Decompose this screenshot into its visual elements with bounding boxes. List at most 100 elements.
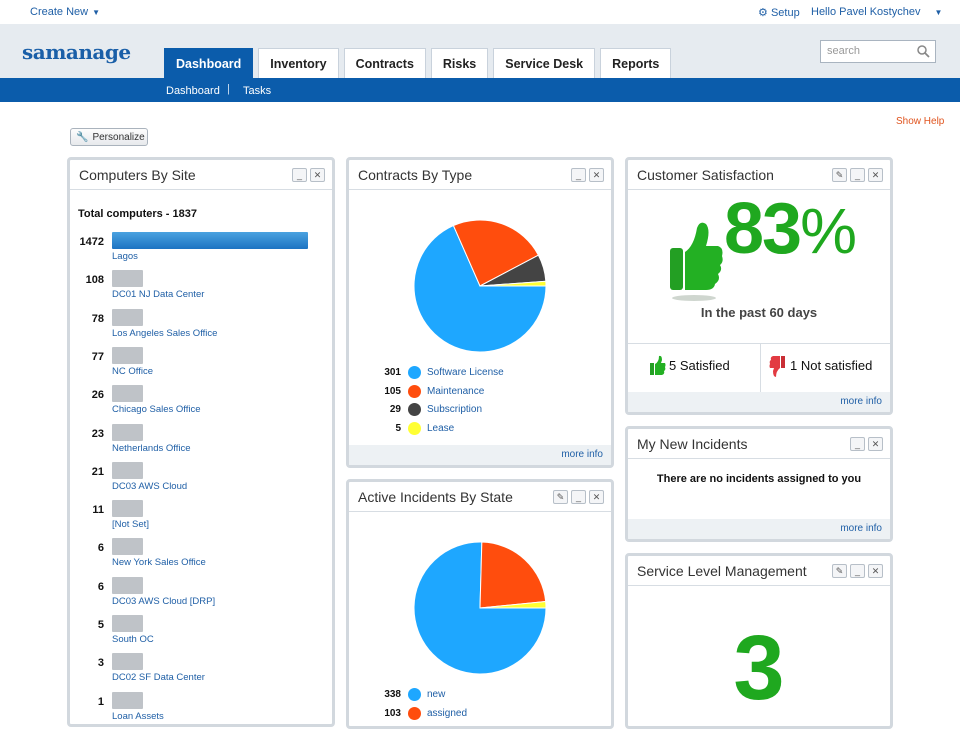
site-bar[interactable] bbox=[112, 691, 143, 709]
site-name-link[interactable]: Los Angeles Sales Office bbox=[112, 327, 218, 339]
legend-value: 338 bbox=[384, 689, 401, 700]
tab-contracts[interactable]: Contracts bbox=[343, 48, 426, 78]
panel-title: Customer Satisfaction bbox=[637, 167, 774, 183]
legend-swatch bbox=[408, 706, 421, 720]
close-button[interactable]: ✕ bbox=[589, 490, 604, 504]
site-bar[interactable] bbox=[112, 270, 143, 288]
legend-label[interactable]: assigned bbox=[427, 707, 468, 719]
subnav-separator: | bbox=[227, 83, 230, 95]
pie-slice[interactable] bbox=[413, 541, 547, 675]
site-bar[interactable] bbox=[112, 538, 143, 556]
minimize-button[interactable]: _ bbox=[571, 168, 586, 182]
close-button[interactable]: ✕ bbox=[589, 168, 604, 182]
site-row: 26 Chicago Sales Office bbox=[70, 385, 332, 427]
tab-service-desk[interactable]: Service Desk bbox=[493, 48, 596, 78]
close-button[interactable]: ✕ bbox=[868, 168, 883, 182]
site-count: 1472 bbox=[79, 236, 104, 248]
legend-swatch bbox=[408, 366, 421, 379]
close-button[interactable]: ✕ bbox=[868, 437, 883, 451]
close-button[interactable]: ✕ bbox=[310, 168, 325, 182]
pie-slice[interactable] bbox=[452, 219, 540, 287]
tab-reports[interactable]: Reports bbox=[600, 48, 672, 78]
site-bar[interactable] bbox=[112, 461, 143, 479]
site-bar[interactable] bbox=[112, 500, 143, 518]
minimize-button[interactable]: _ bbox=[850, 168, 865, 182]
show-help-link[interactable]: Show Help bbox=[896, 116, 945, 127]
pie-slice[interactable] bbox=[479, 541, 547, 609]
more-info-link[interactable]: more info bbox=[561, 449, 603, 460]
panel-header: My New Incidents _ ✕ bbox=[628, 429, 890, 459]
more-info-link[interactable]: more info bbox=[840, 396, 882, 407]
site-name-link[interactable]: [Not Set] bbox=[112, 519, 149, 531]
legend-swatch bbox=[408, 403, 421, 416]
legend-label[interactable]: Subscription bbox=[427, 404, 483, 415]
create-new-menu[interactable]: Create New ▼ bbox=[30, 6, 100, 18]
minimize-button[interactable]: _ bbox=[292, 168, 307, 182]
pie-slice[interactable] bbox=[479, 280, 547, 287]
site-bar[interactable] bbox=[112, 232, 308, 249]
setup-label: Setup bbox=[770, 7, 800, 19]
search-input[interactable]: search bbox=[820, 40, 936, 63]
personalize-button[interactable]: 🔧 Personalize bbox=[70, 128, 148, 146]
minimize-button[interactable]: _ bbox=[850, 564, 865, 578]
site-name-link[interactable]: Netherlands Office bbox=[112, 442, 191, 454]
legend-label[interactable]: new bbox=[427, 689, 446, 700]
legend-label[interactable]: Software License bbox=[427, 367, 504, 378]
close-button[interactable]: ✕ bbox=[868, 564, 883, 578]
subnav-tasks[interactable]: Tasks bbox=[243, 85, 272, 97]
slm-value: 3 bbox=[733, 617, 785, 719]
site-name-link[interactable]: DC03 AWS Cloud bbox=[112, 480, 188, 492]
site-name-link[interactable]: Chicago Sales Office bbox=[112, 404, 201, 416]
site-count: 3 bbox=[97, 657, 104, 670]
site-bar[interactable] bbox=[112, 385, 143, 403]
pie-slice[interactable] bbox=[413, 224, 547, 353]
logo[interactable]: samanage bbox=[22, 40, 131, 64]
site-name-link[interactable]: South OC bbox=[112, 634, 154, 645]
contracts-by-type-panel: Contracts By Type _ ✕ 301 Software Licens… bbox=[346, 157, 614, 468]
setup-link[interactable]: ⚙ Setup bbox=[758, 6, 800, 19]
more-info-link[interactable]: more info bbox=[840, 523, 882, 534]
minimize-button[interactable]: _ bbox=[850, 437, 865, 451]
subnav-dashboard[interactable]: Dashboard bbox=[166, 85, 220, 97]
edit-button[interactable]: ✎ bbox=[553, 490, 568, 504]
site-name-link[interactable]: DC02 SF Data Center bbox=[112, 672, 205, 684]
site-name-link[interactable]: Lagos bbox=[112, 251, 138, 262]
minimize-button[interactable]: _ bbox=[571, 490, 586, 504]
legend-label[interactable]: Maintenance bbox=[427, 385, 485, 397]
pie-slice[interactable] bbox=[479, 600, 547, 609]
site-bar[interactable] bbox=[112, 576, 143, 594]
site-bar[interactable] bbox=[112, 423, 143, 441]
site-name-link[interactable]: Loan Assets bbox=[112, 710, 164, 722]
site-bar[interactable] bbox=[112, 615, 143, 632]
site-count: 21 bbox=[91, 465, 104, 478]
panel-title: Active Incidents By State bbox=[358, 489, 513, 505]
panel-title: My New Incidents bbox=[637, 436, 748, 452]
wrench-icon: 🔧 bbox=[76, 131, 89, 143]
tab-inventory[interactable]: Inventory bbox=[258, 48, 339, 78]
site-bar[interactable] bbox=[112, 346, 143, 364]
site-row: 5 South OC bbox=[70, 615, 332, 657]
site-name-link[interactable]: DC03 AWS Cloud [DRP] bbox=[112, 595, 216, 607]
site-name-link[interactable]: DC01 NJ Data Center bbox=[112, 289, 205, 301]
satisfaction-breakdown: 5 Satisfied 1 Not satisfied bbox=[628, 343, 890, 392]
legend-value: 103 bbox=[384, 707, 401, 719]
site-name-link[interactable]: NC Office bbox=[112, 365, 154, 377]
legend-item: 105 Maintenance bbox=[349, 384, 611, 401]
site-bar[interactable] bbox=[112, 308, 143, 326]
edit-button[interactable]: ✎ bbox=[832, 564, 847, 578]
tab-risks[interactable]: Risks bbox=[430, 48, 489, 78]
search-icon[interactable] bbox=[916, 44, 930, 58]
site-row: 6 DC03 AWS Cloud [DRP] bbox=[70, 576, 332, 619]
site-name-link[interactable]: New York Sales Office bbox=[112, 557, 206, 569]
site-row: 1 Loan Assets bbox=[70, 691, 332, 724]
user-menu[interactable]: Hello Pavel Kostychev ▼ bbox=[811, 6, 942, 18]
legend-label[interactable]: Lease bbox=[427, 422, 455, 434]
legend-value: 301 bbox=[384, 367, 401, 378]
panel-title: Service Level Management bbox=[637, 563, 807, 579]
site-bar[interactable] bbox=[112, 653, 143, 671]
tab-dashboard[interactable]: Dashboard bbox=[164, 48, 254, 79]
legend-item: 301 Software License bbox=[349, 366, 611, 382]
edit-button[interactable]: ✎ bbox=[832, 168, 847, 182]
legend-item: 338 new bbox=[349, 688, 611, 704]
thumbs-down-icon bbox=[769, 356, 785, 377]
